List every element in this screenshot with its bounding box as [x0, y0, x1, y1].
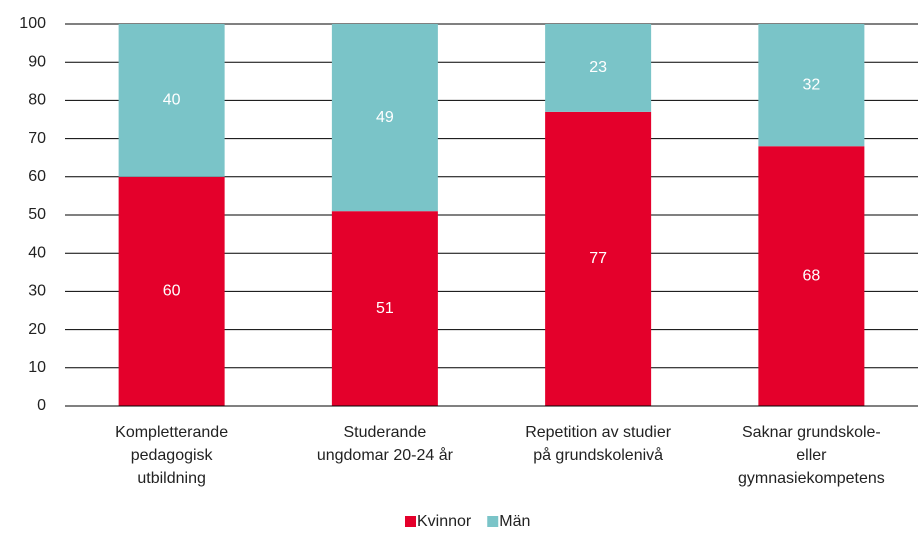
x-tick-label: Kompletterande pedagogisk utbildning: [115, 424, 228, 487]
legend-label: Kvinnor: [417, 513, 472, 530]
legend-label: Män: [499, 513, 530, 530]
bar-segment: [118, 24, 225, 177]
x-tick-label: Repetition av studier på grundskolenivå: [525, 424, 672, 464]
bar-segment: [545, 24, 652, 112]
value-label: 23: [589, 59, 607, 76]
legend-swatch: [487, 516, 499, 527]
x-tick-label: Studerande ungdomar 20-24 år: [317, 424, 454, 464]
y-tick-label: 50: [28, 206, 46, 223]
y-tick-label: 0: [37, 397, 46, 414]
value-label: 51: [376, 300, 394, 317]
value-label: 32: [802, 76, 820, 93]
y-tick-label: 20: [28, 321, 46, 338]
bar-segment: [118, 176, 225, 406]
y-tick-label: 90: [28, 53, 46, 70]
y-tick-label: 40: [28, 244, 46, 261]
y-tick-label: 60: [28, 168, 46, 185]
value-label: 60: [163, 283, 181, 300]
value-label: 77: [589, 250, 607, 267]
value-label: 49: [376, 109, 394, 126]
y-tick-label: 100: [19, 15, 46, 32]
y-tick-label: 30: [28, 283, 46, 300]
y-tick-label: 80: [28, 92, 46, 109]
value-label: 68: [802, 267, 820, 284]
bar-segment: [545, 111, 652, 407]
bar-segment: [331, 211, 438, 406]
bar-segment: [758, 24, 865, 147]
bar-segment: [331, 24, 438, 212]
y-tick-label: 70: [28, 130, 46, 147]
x-tick-label: Saknar grundskole-eller gymnasiekompetens: [738, 424, 885, 487]
bar-segment: [758, 146, 865, 407]
y-tick-label: 10: [28, 359, 46, 376]
legend-swatch: [405, 516, 416, 527]
value-label: 40: [163, 92, 181, 109]
